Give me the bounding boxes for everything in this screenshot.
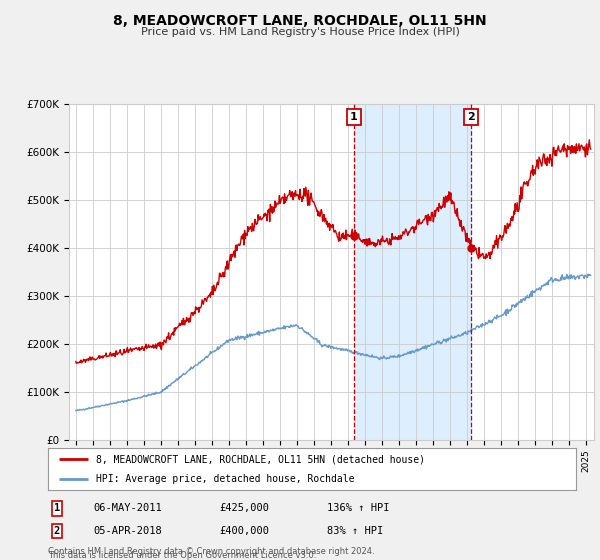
Text: HPI: Average price, detached house, Rochdale: HPI: Average price, detached house, Roch… — [95, 474, 354, 484]
Text: 06-MAY-2011: 06-MAY-2011 — [93, 503, 162, 514]
Text: Price paid vs. HM Land Registry's House Price Index (HPI): Price paid vs. HM Land Registry's House … — [140, 27, 460, 37]
Text: £400,000: £400,000 — [219, 526, 269, 536]
Text: 8, MEADOWCROFT LANE, ROCHDALE, OL11 5HN: 8, MEADOWCROFT LANE, ROCHDALE, OL11 5HN — [113, 14, 487, 28]
Text: 83% ↑ HPI: 83% ↑ HPI — [327, 526, 383, 536]
Text: 2: 2 — [54, 526, 60, 536]
Text: 2: 2 — [467, 112, 475, 122]
Text: £425,000: £425,000 — [219, 503, 269, 514]
Text: 1: 1 — [350, 112, 358, 122]
Text: This data is licensed under the Open Government Licence v3.0.: This data is licensed under the Open Gov… — [48, 551, 316, 560]
Text: 05-APR-2018: 05-APR-2018 — [93, 526, 162, 536]
Bar — [353, 104, 471, 440]
Text: Contains HM Land Registry data © Crown copyright and database right 2024.: Contains HM Land Registry data © Crown c… — [48, 547, 374, 556]
Text: 8, MEADOWCROFT LANE, ROCHDALE, OL11 5HN (detached house): 8, MEADOWCROFT LANE, ROCHDALE, OL11 5HN … — [95, 454, 425, 464]
Text: 1: 1 — [54, 503, 60, 514]
Text: 136% ↑ HPI: 136% ↑ HPI — [327, 503, 389, 514]
